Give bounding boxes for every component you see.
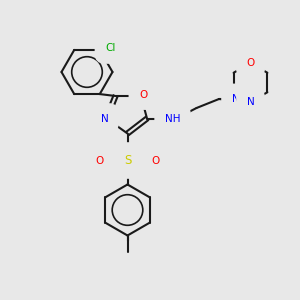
Text: N: N [100,113,108,124]
Text: S: S [124,154,131,167]
Text: Cl: Cl [105,44,116,53]
Text: NH: NH [165,113,180,124]
Text: O: O [152,155,160,166]
Text: N: N [247,97,254,107]
Text: O: O [95,155,103,166]
Text: O: O [246,58,255,68]
Text: N: N [232,94,239,104]
Text: O: O [139,89,147,100]
